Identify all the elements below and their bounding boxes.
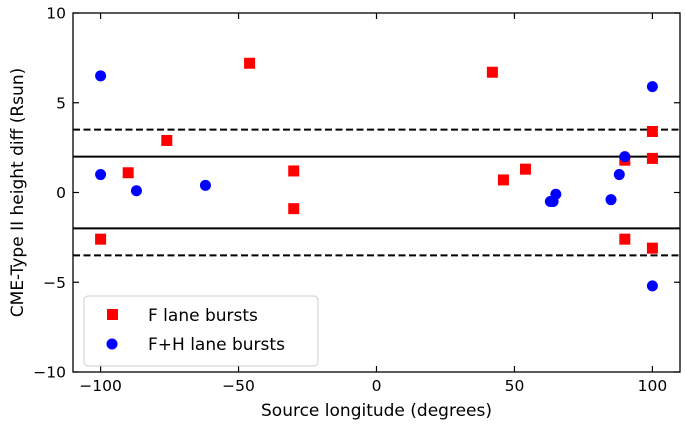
legend-label-fh-lane: F+H lane bursts <box>148 335 285 355</box>
legend-box <box>83 295 319 367</box>
f-lane-point <box>519 163 531 175</box>
x-tick-label: 50 <box>505 377 525 395</box>
y-tick-label: 0 <box>56 184 66 202</box>
fh-lane-point <box>550 188 562 200</box>
fh-lane-point <box>619 151 631 163</box>
y-tick-label: −10 <box>33 364 66 382</box>
x-tick-label: 0 <box>372 377 382 395</box>
reference-lines <box>73 128 680 257</box>
f-lane-point <box>95 233 107 245</box>
x-tick-label: 100 <box>638 377 668 395</box>
legend-label-f-lane: F lane bursts <box>148 306 258 326</box>
data-points <box>95 57 658 292</box>
fh-lane-point <box>646 81 658 93</box>
y-tick-label: 10 <box>46 5 66 23</box>
y-axis-label: CME-Type II height diff (Rsun) <box>8 68 28 317</box>
x-tick-label: −50 <box>222 377 255 395</box>
fh-lane-point <box>613 169 625 181</box>
y-tick-label: 5 <box>56 94 66 112</box>
fh-lane-point <box>646 280 658 292</box>
f-lane-point <box>646 152 658 164</box>
legend-marker-f-lane <box>107 309 118 320</box>
f-lane-point <box>161 134 173 146</box>
f-lane-point <box>244 57 256 69</box>
x-axis-label: Source longitude (degrees) <box>261 401 492 421</box>
f-lane-point <box>486 66 498 78</box>
fh-lane-point <box>95 169 107 181</box>
f-lane-point <box>122 167 134 179</box>
f-lane-point <box>619 233 631 245</box>
f-lane-point <box>646 242 658 254</box>
fh-lane-point <box>199 179 211 191</box>
y-tick-label: −5 <box>43 274 66 292</box>
f-lane-point <box>288 203 300 215</box>
legend: F lane bursts F+H lane bursts <box>83 295 319 367</box>
fh-lane-point <box>605 194 617 206</box>
legend-marker-fh-lane <box>106 338 118 350</box>
fh-lane-point <box>95 70 107 82</box>
f-lane-point <box>646 125 658 137</box>
f-lane-point <box>497 174 509 186</box>
fh-lane-point <box>130 185 142 197</box>
f-lane-point <box>288 165 300 177</box>
x-tick-label: −100 <box>79 377 122 395</box>
